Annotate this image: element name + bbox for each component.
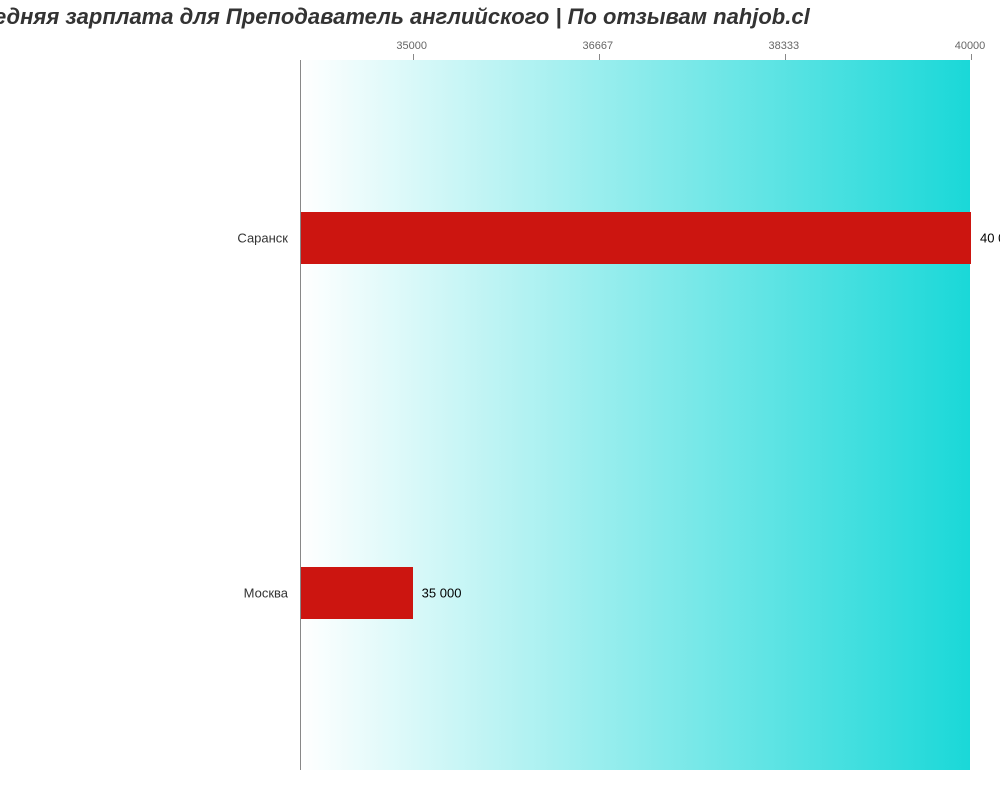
x-tick-label: 36667	[583, 40, 614, 52]
y-category-label: Москва	[244, 585, 288, 600]
chart-title: едняя зарплата для Преподаватель английс…	[0, 4, 810, 30]
bar	[301, 567, 413, 619]
x-tick-mark	[971, 54, 972, 60]
bar-value-label: 35 000	[422, 585, 462, 600]
x-tick-mark	[599, 54, 600, 60]
plot-area	[300, 60, 970, 770]
y-category-label: Саранск	[237, 230, 288, 245]
bar	[301, 212, 971, 264]
x-tick-label: 35000	[396, 40, 427, 52]
x-tick-label: 38333	[769, 40, 800, 52]
x-tick-mark	[785, 54, 786, 60]
bar-value-label: 40 000	[980, 230, 1000, 245]
x-tick-mark	[413, 54, 414, 60]
x-tick-label: 40000	[955, 40, 986, 52]
